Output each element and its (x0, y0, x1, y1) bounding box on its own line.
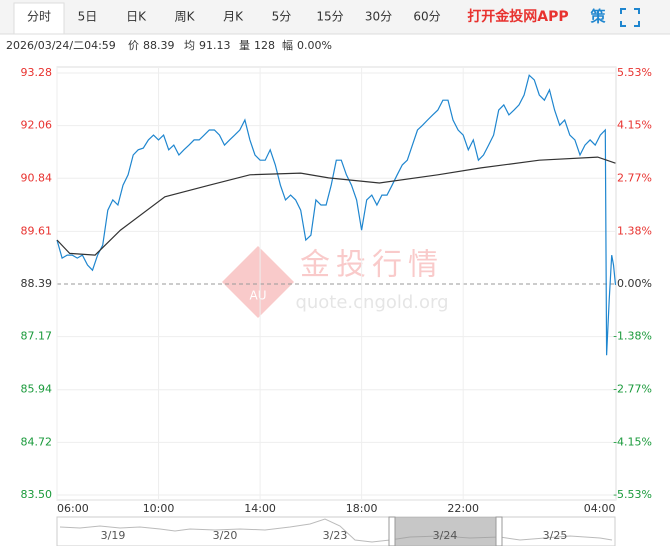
header-price-label: 价 (128, 39, 139, 52)
tab[interactable]: 60分 (413, 10, 440, 24)
toolbar (0, 0, 670, 34)
navigator-date: 3/20 (213, 529, 238, 542)
navigator-line (59, 518, 613, 543)
watermark-url: quote.cngold.org (295, 292, 448, 313)
active-tab-bg (13, 2, 65, 35)
strategy-icon[interactable]: 策 (589, 8, 606, 26)
header-datetime: 2026/03/24/二04:59 (6, 39, 116, 52)
y2-tick-label: 0.00% (617, 277, 652, 290)
y2-tick-label: -5.53% (613, 488, 652, 501)
header-change-label: 幅 (282, 39, 293, 52)
y-tick-label: 87.17 (21, 330, 53, 343)
watermark-logo: AU (250, 289, 267, 303)
app-link[interactable]: 打开金投网APP (467, 8, 568, 25)
plot-frame (56, 66, 617, 501)
y2-tick-label: 2.77% (617, 171, 652, 184)
watermark: AU 金投行情 quote.cngold.org (222, 246, 449, 318)
y2-tick-label: 1.38% (617, 224, 652, 237)
y-tick-label: 89.61 (21, 224, 53, 237)
plot-marks (56, 74, 617, 356)
navigator-handle-left[interactable] (388, 516, 396, 547)
y-tick-label: 84.72 (21, 435, 53, 448)
tab[interactable]: 5分 (272, 10, 292, 24)
y-tick-label: 88.39 (21, 277, 53, 290)
series-line (56, 74, 617, 356)
watermark-logo-shape (222, 246, 294, 318)
navigator-date: 3/23 (323, 529, 348, 542)
x-tick-label: 10:00 (143, 502, 175, 515)
tab[interactable]: 30分 (365, 10, 392, 24)
tab[interactable]: 周K (175, 10, 196, 24)
grid (56, 67, 616, 500)
x-tick-label: 06:00 (57, 502, 89, 515)
x-tick-label: 14:00 (244, 502, 276, 515)
navigator-date: 3/19 (101, 529, 126, 542)
navigator-date: 3/25 (543, 529, 568, 542)
navigator-window[interactable] (393, 517, 497, 546)
y2-tick-label: -4.15% (613, 435, 652, 448)
tab[interactable]: 15分 (316, 10, 343, 24)
header: 2026/03/24/二04:59 价 88.39 均 91.13 量 128 … (6, 39, 332, 52)
x-tick-label: 18:00 (346, 502, 378, 515)
y-tick-label: 83.50 (21, 488, 53, 501)
navigator-date: 3/24 (433, 529, 458, 542)
tab[interactable]: 月K (223, 10, 244, 24)
tab[interactable]: 日K (126, 10, 147, 24)
header-price: 88.39 (143, 39, 175, 52)
y-tick-label: 90.84 (21, 171, 53, 184)
watermark-title: 金投行情 (300, 248, 444, 283)
header-avg-label: 均 (184, 39, 195, 52)
y-tick-label: 92.06 (21, 119, 53, 132)
navigator-frame (56, 516, 616, 547)
x-tick-label: 04:00 (584, 502, 616, 515)
series-line (56, 156, 616, 256)
tabs: 分时 5日 日K 周K 月K 5分 15分 30分 60分 (27, 10, 441, 24)
x-tick-label: 22:00 (447, 502, 479, 515)
y-tick-label: 93.28 (21, 66, 53, 79)
navigator: 3/19 3/20 3/23 3/24 3/25 (56, 516, 616, 547)
fullscreen-icon[interactable] (620, 8, 640, 27)
axis-labels: 93.28 92.06 90.84 89.61 88.39 87.17 85.94 84.72… (21, 66, 653, 515)
y2-tick-label: -2.77% (613, 383, 652, 396)
y-tick-label: 85.94 (21, 383, 53, 396)
y2-tick-label: -1.38% (613, 330, 652, 343)
tab[interactable]: 分时 (27, 10, 51, 24)
header-volume-label: 量 (239, 39, 250, 52)
header-change: 0.00% (297, 39, 332, 52)
y2-tick-label: 4.15% (617, 119, 652, 132)
navigator-handle-right[interactable] (495, 516, 503, 547)
y2-tick-label: 5.53% (617, 66, 652, 79)
tab[interactable]: 5日 (78, 10, 98, 24)
header-volume: 128 (254, 39, 275, 52)
header-avg: 91.13 (199, 39, 231, 52)
